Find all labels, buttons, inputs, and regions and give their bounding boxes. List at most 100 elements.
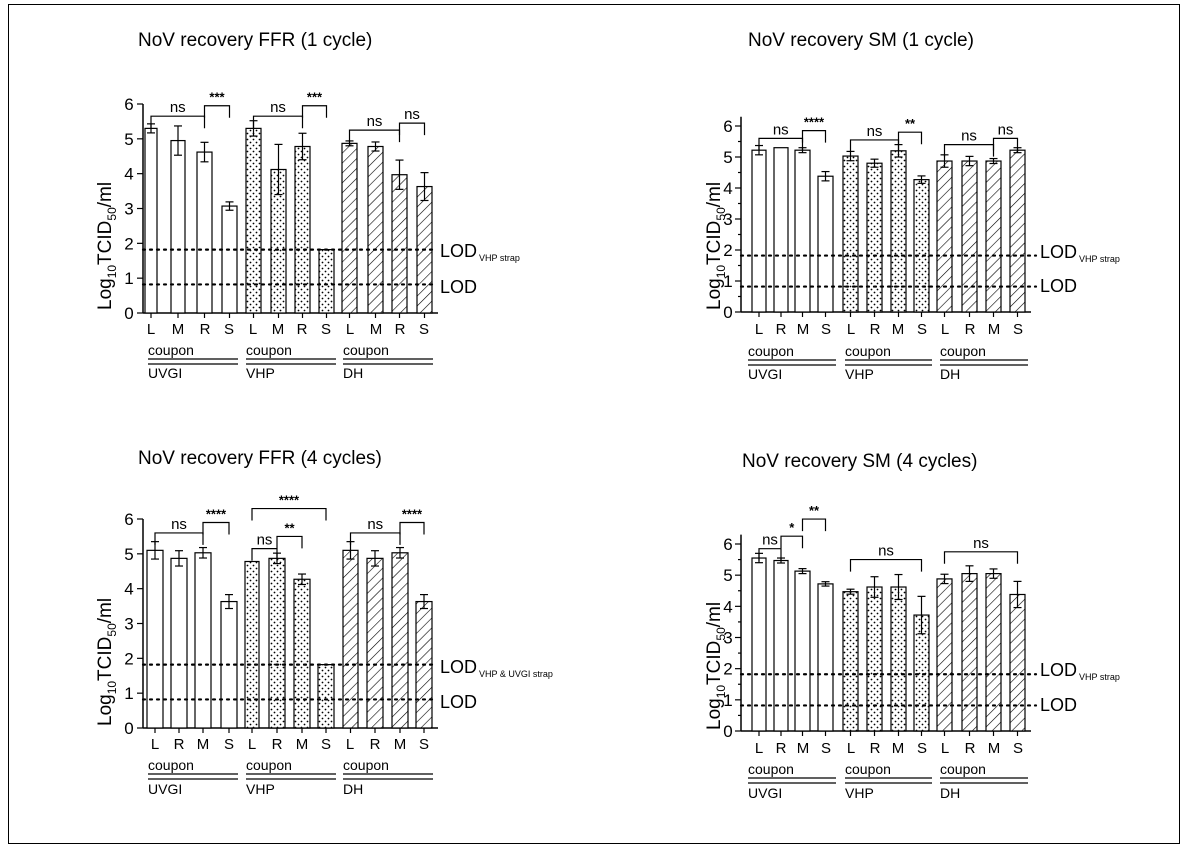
lod-label: LOD: [1040, 695, 1077, 715]
y-tick-label: 6: [124, 510, 133, 529]
x-tick-label: M: [197, 736, 210, 753]
lod-label: LOD: [440, 692, 477, 712]
x-tick-label: S: [821, 321, 831, 338]
x-tick-label: M: [296, 736, 309, 753]
coupon-label: coupon: [246, 757, 292, 773]
bar: [985, 160, 1002, 313]
significance-label: ns: [367, 516, 383, 533]
significance-label: ns: [998, 121, 1014, 138]
x-tick-label: S: [419, 736, 429, 753]
significance-label: ns: [973, 535, 989, 552]
x-tick-label: M: [988, 321, 1001, 338]
treatment-label: DH: [343, 365, 363, 381]
bar: [985, 573, 1002, 732]
y-axis-label: Log10TCID50/ml: [95, 598, 119, 726]
y-tick-label: 0: [723, 303, 732, 322]
x-tick-label: R: [776, 321, 787, 338]
x-tick-label: R: [200, 321, 211, 338]
significance-bracket: [801, 130, 827, 143]
significance-label: ns: [367, 113, 383, 130]
significance-bracket: [992, 137, 1019, 151]
bar: [366, 557, 384, 729]
significance-bracket: [780, 535, 804, 549]
bar: [817, 583, 834, 732]
coupon-label: coupon: [343, 342, 389, 358]
treatment-label: UVGI: [748, 785, 782, 801]
bar: [842, 591, 859, 732]
x-tick-label: L: [847, 321, 855, 338]
x-tick-label: R: [272, 736, 283, 753]
significance-label: ns: [867, 123, 883, 140]
bar: [890, 150, 907, 313]
bar: [294, 145, 311, 314]
bar: [1009, 593, 1026, 732]
treatment-label: DH: [940, 785, 960, 801]
bar: [342, 549, 359, 729]
bar: [170, 557, 188, 729]
y-tick-label: 2: [124, 649, 133, 668]
bar: [842, 155, 859, 313]
bar: [367, 145, 384, 314]
lod-label: LOD VHP strap: [440, 241, 520, 263]
bar: [890, 586, 907, 732]
y-axis-label: Log10TCID50/ml: [704, 602, 728, 730]
bar: [751, 149, 767, 313]
chart-panel-sm-1-cycle: NoV recovery SM (1 cycle) Log10TCID50/ml…: [704, 30, 1120, 382]
significance-bracket: [758, 137, 804, 151]
x-tick-label: S: [224, 736, 234, 753]
y-tick-label: 0: [124, 304, 133, 323]
bar: [317, 664, 335, 729]
bar: [194, 552, 212, 729]
coupon-label: coupon: [748, 343, 794, 359]
significance-bracket: [943, 144, 995, 157]
bar: [817, 175, 834, 313]
chart-title: NoV recovery FFR (4 cycles): [138, 448, 382, 469]
treatment-label: UVGI: [748, 366, 782, 382]
y-tick-label: 4: [723, 179, 732, 198]
x-tick-label: R: [297, 321, 308, 338]
significance-label: ns: [171, 516, 187, 533]
bar: [961, 573, 978, 732]
chart-panel-ffr-1-cycle: NoV recovery FFR (1 cycle) Log10TCID50/m…: [95, 30, 520, 381]
coupon-label: coupon: [845, 761, 891, 777]
lod-label: LOD: [1040, 276, 1077, 296]
significance-bracket: [251, 548, 278, 561]
chart-title: NoV recovery SM (4 cycles): [742, 451, 977, 472]
y-tick-label: 3: [723, 210, 732, 229]
treatment-label: UVGI: [148, 781, 182, 797]
x-tick-label: L: [147, 321, 155, 338]
y-tick-label: 6: [124, 95, 133, 114]
y-tick-label: 1: [723, 691, 732, 710]
y-tick-label: 4: [124, 165, 133, 184]
x-tick-label: M: [272, 321, 285, 338]
chart-title: NoV recovery SM (1 cycle): [748, 30, 974, 51]
y-tick-label: 4: [124, 580, 133, 599]
x-tick-label: L: [249, 321, 257, 338]
x-tick-label: L: [847, 740, 855, 757]
y-tick-label: 6: [723, 535, 732, 554]
significance-label: ns: [270, 99, 286, 116]
bar: [391, 552, 409, 729]
plot-area: 0 1 2 3 4 5 6 ns **** ns ** ns ns: [723, 115, 1038, 322]
treatment-label: VHP: [246, 781, 275, 797]
lod-label: LOD VHP strap: [1040, 242, 1120, 264]
bar: [866, 586, 883, 732]
coupon-label: coupon: [343, 757, 389, 773]
coupon-label: coupon: [148, 757, 194, 773]
y-tick-label: 5: [124, 130, 133, 149]
significance-label: **: [905, 116, 916, 131]
lod-label: LOD VHP & UVGI strap: [440, 657, 553, 679]
bar: [293, 578, 311, 729]
significance-bracket: [252, 115, 304, 129]
bar: [244, 560, 260, 729]
significance-bracket: [801, 518, 827, 532]
plot-area: 0 1 2 3 4 5 6 ns *** ns *** ns ns: [124, 90, 438, 323]
significance-label: *: [789, 520, 795, 535]
coupon-label: coupon: [148, 342, 194, 358]
coupon-label: coupon: [748, 761, 794, 777]
coupon-label: coupon: [845, 343, 891, 359]
significance-label: **: [284, 520, 295, 535]
bar: [866, 162, 883, 313]
bar: [318, 249, 335, 314]
